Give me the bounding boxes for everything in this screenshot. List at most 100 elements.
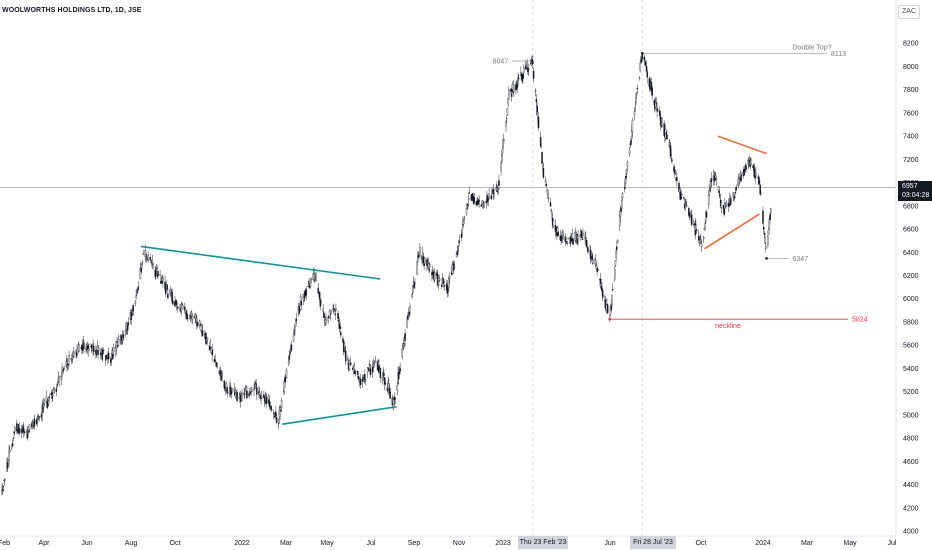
candle-body-628: [621, 200, 623, 209]
y-tick-label-16: 7200: [903, 157, 919, 164]
candle-body-579: [572, 238, 574, 245]
candle-body-424: [419, 246, 421, 257]
candle-body-494: [488, 193, 490, 199]
candle-body-178: [176, 303, 178, 305]
candle-body-347: [343, 344, 346, 348]
candle-body-248: [245, 386, 247, 392]
candle-body-534: [527, 69, 530, 71]
candle-body-584: [577, 235, 579, 240]
candle-body-548: [542, 162, 544, 167]
candle-body-650: [643, 56, 646, 61]
candle-body-389: [384, 382, 387, 385]
candle-body-554: [547, 197, 550, 199]
candle-body-129: [127, 322, 130, 326]
candle-body-326: [323, 312, 325, 318]
trendlines[interactable]: [140, 135, 767, 425]
candle-body-629: [621, 193, 624, 198]
candle-body-98: [97, 350, 99, 355]
candle-body-594: [587, 247, 589, 253]
x-tick-label-14: 2024: [755, 540, 771, 547]
symbol-title[interactable]: WOOLWORTHS HOLDINGS LTD, 1D, JSE: [2, 7, 142, 14]
candle-body-493: [487, 198, 490, 201]
y-tick-label-21: 8200: [903, 41, 919, 48]
annotations: 8047 Double Top?8113 6347 neckline 5824: [493, 44, 868, 330]
candle-body-546: [540, 146, 543, 149]
candle-body-119: [117, 339, 120, 346]
candle-body-333: [329, 316, 331, 318]
candle-body-109: [107, 352, 110, 360]
candle-body-264: [261, 396, 263, 399]
candle-body-164: [162, 277, 164, 282]
y-tick-label-13: 6600: [903, 227, 919, 234]
candle-body-334: [330, 309, 332, 315]
candle-body-618: [611, 294, 613, 306]
candle-body-585: [579, 235, 581, 238]
candle-body-96: [95, 354, 98, 356]
candle-body-569: [562, 235, 564, 237]
candle-body-286: [283, 381, 286, 392]
candle-body-759: [750, 159, 752, 166]
candle-body-459: [453, 265, 456, 268]
x-tick-label-8: Jul: [367, 540, 376, 547]
low-label: 6347: [793, 256, 809, 263]
candle-body-128: [126, 325, 129, 331]
candle-body-709: [700, 243, 703, 247]
candle-body-754: [745, 165, 747, 170]
candle-body-532: [526, 64, 528, 68]
candle-body-507: [501, 149, 504, 154]
candle-body-557: [551, 211, 553, 215]
trendline-2: [717, 135, 767, 155]
candle-body-544: [537, 117, 540, 129]
candle-body-604: [597, 268, 599, 271]
candle-body-276: [273, 415, 276, 418]
price-axis[interactable]: 4000 4200 4400 4600 4800 5000 5200 5400 5600 5800…: [895, 0, 919, 536]
currency-label[interactable]: ZAC: [898, 5, 920, 19]
candle-body-204: [201, 330, 204, 337]
neckline-label: neckline: [715, 323, 741, 330]
candle-body-733: [724, 206, 727, 208]
candle-body-714: [705, 211, 708, 218]
candle-body-505: [500, 163, 502, 171]
candle-body-319: [315, 275, 317, 281]
candle-body-654: [646, 71, 648, 78]
candle-body-431: [426, 261, 429, 264]
candle-body-179: [177, 306, 179, 309]
candle-body-593: [586, 246, 588, 248]
candle-body-174: [172, 300, 174, 305]
candle-body-9: [9, 449, 11, 452]
candle-body-589: [582, 232, 584, 236]
candle-body-2: [2, 486, 5, 488]
candle-body-387: [383, 372, 385, 376]
candle-body-577: [570, 239, 573, 242]
candle-body-284: [280, 400, 283, 408]
candle-body-94: [93, 345, 95, 353]
candle-body-612: [605, 300, 608, 310]
time-axis[interactable]: Feb Apr Jun Aug Oct 2022 Mar May Jul Sep Nov 2023 Ju…: [0, 535, 897, 547]
candle-body-337: [333, 308, 336, 310]
candle-body-57: [57, 382, 59, 385]
candle-body-252: [249, 392, 252, 394]
candle-body-17: [17, 424, 19, 434]
candle-body-539: [532, 71, 535, 79]
candle-body-24: [23, 431, 26, 433]
candle-body-492: [486, 196, 489, 202]
candle-body-684: [676, 177, 678, 181]
candle-body-111: [110, 358, 113, 361]
candle-body-278: [275, 412, 277, 416]
candle-body-10: [11, 446, 13, 448]
candle-body-392: [388, 383, 390, 389]
candle-body-463: [458, 241, 460, 247]
candle-body-275: [273, 413, 275, 415]
candle-body-125: [124, 329, 127, 332]
candle-body-184: [181, 305, 184, 310]
candle-body-718: [710, 181, 712, 187]
candle-body-487: [482, 200, 484, 205]
candle-body-473: [467, 197, 470, 200]
candle-body-272: [269, 403, 271, 405]
y-tick-label-12: 6400: [903, 250, 919, 257]
candle-body-417: [412, 281, 415, 284]
candle-body-296: [293, 332, 295, 334]
candle-body-413: [408, 312, 411, 316]
candle-body-420: [416, 261, 418, 275]
